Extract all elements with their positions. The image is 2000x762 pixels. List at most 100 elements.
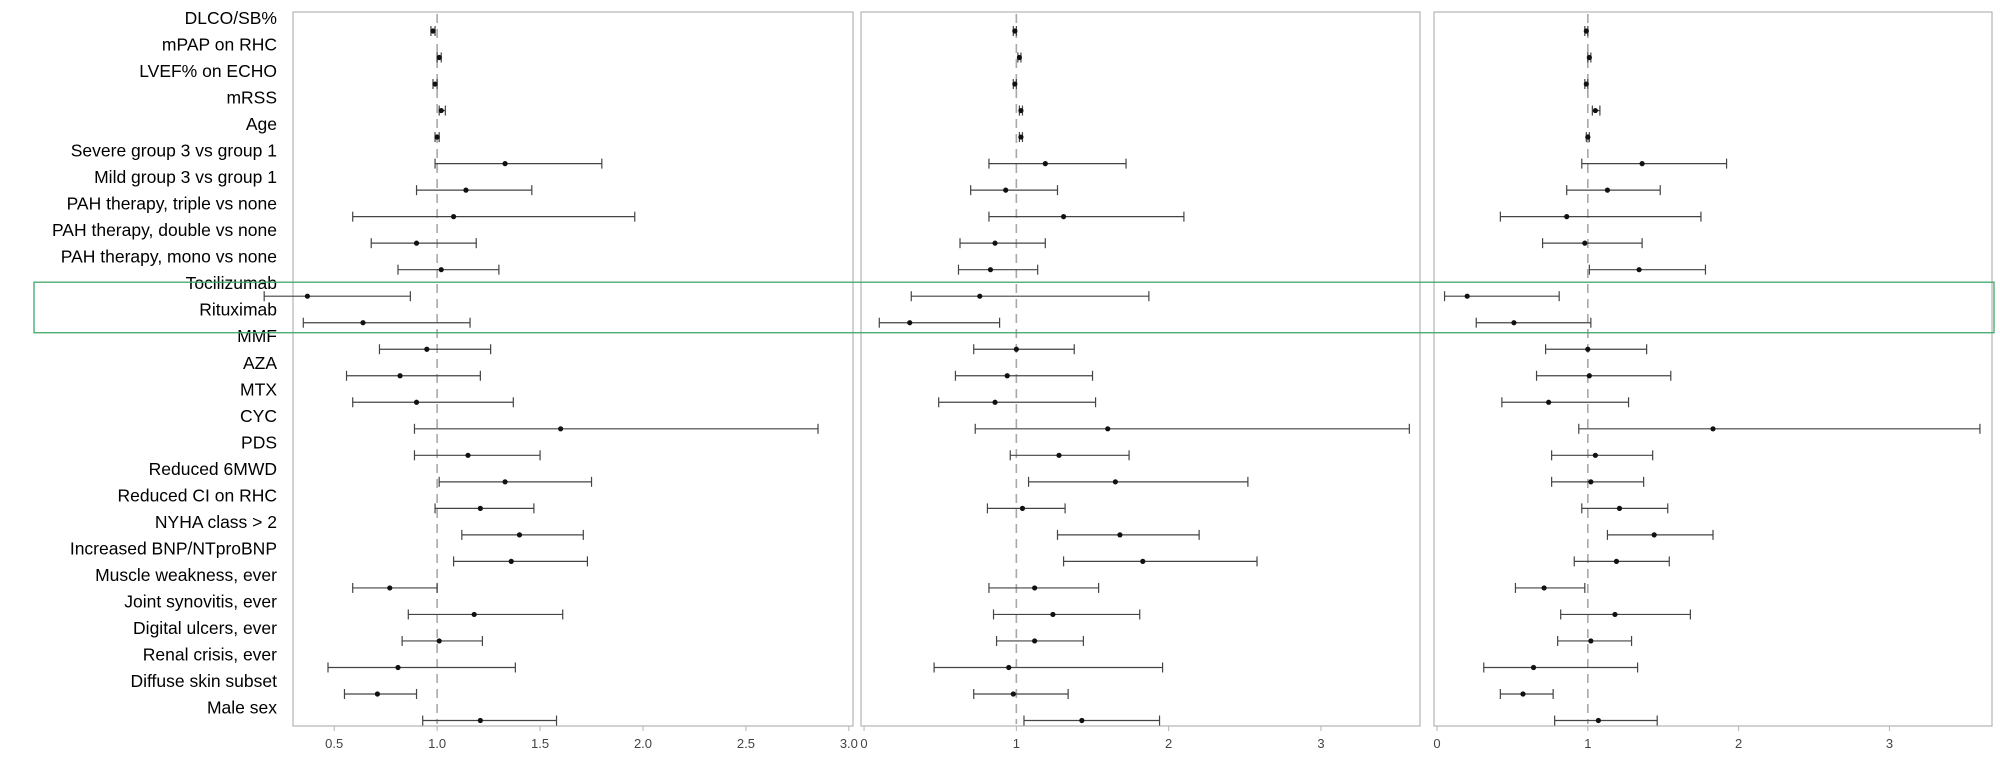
point-estimate <box>987 267 994 273</box>
row-label: Muscle weakness, ever <box>95 565 277 585</box>
row-label: MMF <box>237 326 277 346</box>
point-estimate <box>424 346 430 352</box>
point-estimate <box>397 373 403 379</box>
point-estimate <box>1585 346 1591 352</box>
point-estimate <box>1541 585 1547 591</box>
row-label: PDS <box>241 432 277 452</box>
point-estimate <box>1018 107 1024 114</box>
panel-frame <box>292 11 854 727</box>
point-estimate <box>1056 452 1062 458</box>
panel-frame <box>860 11 1421 727</box>
point-estimate <box>1592 107 1598 114</box>
x-tick-label: 1 <box>1584 736 1591 751</box>
x-tick-label: 2 <box>1165 736 1172 751</box>
point-estimate <box>477 717 483 724</box>
row-label: Digital ulcers, ever <box>133 618 277 638</box>
point-estimate <box>1546 399 1552 405</box>
row-label: NYHA class > 2 <box>155 512 277 532</box>
row-label: Age <box>246 114 277 134</box>
point-estimate <box>516 532 523 538</box>
point-estimate <box>992 240 998 246</box>
x-tick-label: 3.0 <box>840 736 858 751</box>
point-estimate <box>1520 691 1526 697</box>
x-tick-label: 0 <box>860 736 867 751</box>
point-estimate <box>1464 293 1470 299</box>
point-estimate <box>360 320 366 326</box>
panel-frame <box>1433 11 1993 727</box>
row-label: PAH therapy, mono vs none <box>61 247 277 267</box>
point-estimate <box>450 214 457 220</box>
x-tick-label: 1.5 <box>531 736 549 751</box>
row-label: Male sex <box>207 698 277 718</box>
point-estimate <box>477 505 483 511</box>
point-estimate <box>434 134 440 140</box>
row-label: Increased BNP/NTproBNP <box>70 538 277 558</box>
point-estimate <box>471 611 477 618</box>
point-estimate <box>1060 214 1067 220</box>
row-label: PAH therapy, double vs none <box>52 220 277 240</box>
row-labels: DLCO/SB% mPAP on RHC LVEF% on ECHO mRSS Age S… <box>52 8 277 718</box>
row-label: Renal crisis, ever <box>143 644 277 664</box>
point-estimate <box>463 187 469 193</box>
forest-panel-right: 0 1 2 3 <box>1433 11 1993 751</box>
point-estimate <box>1710 426 1716 432</box>
row-label: Reduced CI on RHC <box>117 485 277 505</box>
point-estimate <box>1004 373 1010 379</box>
x-tick-label: 3 <box>1317 736 1324 751</box>
point-estimate <box>430 28 436 34</box>
row-label: Diffuse skin subset <box>130 671 277 691</box>
row-label: Mild group 3 vs group 1 <box>94 167 277 187</box>
point-estimate <box>1140 558 1146 565</box>
point-estimate <box>558 426 564 432</box>
point-estimate <box>1105 426 1111 432</box>
point-estimate <box>1530 664 1537 671</box>
point-estimate <box>438 107 444 114</box>
point-estimate <box>1585 134 1591 140</box>
x-tick-label: 0.5 <box>325 736 343 751</box>
point-estimate <box>1613 558 1620 565</box>
x-tick-label: 1 <box>1013 736 1020 751</box>
point-estimate <box>1582 240 1588 246</box>
point-estimate <box>395 664 401 671</box>
point-estimate <box>1003 187 1009 193</box>
point-estimate <box>436 54 442 61</box>
point-estimate <box>1079 717 1085 724</box>
point-estimate <box>374 691 381 697</box>
point-estimate <box>387 585 393 591</box>
row-label: CYC <box>240 406 277 426</box>
point-estimate <box>1018 134 1024 140</box>
point-estimate <box>1636 267 1642 273</box>
point-estimate <box>1511 320 1517 326</box>
point-estimate <box>1019 505 1026 511</box>
point-estimate <box>1032 585 1038 591</box>
row-label: Severe group 3 vs group 1 <box>71 141 277 161</box>
row-label: Rituximab <box>199 300 277 320</box>
point-estimate <box>1616 505 1623 511</box>
highlight-box <box>33 281 1995 334</box>
point-estimate <box>413 399 420 405</box>
point-estimate <box>502 479 508 485</box>
point-estimate <box>1016 54 1023 61</box>
point-estimate <box>1595 717 1601 724</box>
point-estimate <box>1010 691 1016 697</box>
point-estimate <box>1651 532 1657 538</box>
row-label: mPAP on RHC <box>162 35 277 55</box>
forest-panel-middle: 0 1 2 3 <box>860 11 1421 751</box>
forest-panel-left: 0.5 1.0 1.5 2.0 2.5 3.0 <box>263 11 858 751</box>
point-estimate <box>977 293 983 299</box>
point-estimate <box>432 81 438 87</box>
row-label: MTX <box>240 379 277 399</box>
point-estimate <box>1112 479 1118 485</box>
point-estimate <box>1612 611 1618 618</box>
point-estimate <box>1032 638 1038 644</box>
point-estimate <box>436 638 442 644</box>
point-estimate <box>992 399 998 405</box>
point-estimate <box>1012 28 1018 34</box>
x-tick-label: 1.0 <box>428 736 446 751</box>
point-estimate <box>1588 638 1594 644</box>
row-label: AZA <box>243 353 277 373</box>
point-estimate <box>1564 214 1570 220</box>
point-estimate <box>1639 161 1645 167</box>
point-estimate <box>1117 532 1123 538</box>
